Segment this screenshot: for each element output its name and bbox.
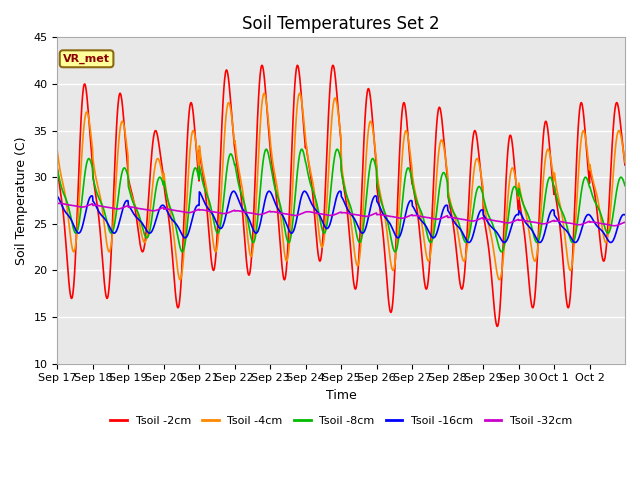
Tsoil -2cm	[493, 324, 501, 329]
Line: Tsoil -2cm: Tsoil -2cm	[58, 65, 625, 326]
Tsoil -8cm	[498, 249, 506, 255]
Tsoil -8cm	[559, 210, 566, 216]
Tsoil -32cm	[476, 216, 483, 222]
Line: Tsoil -16cm: Tsoil -16cm	[58, 191, 625, 242]
Tsoil -2cm	[142, 228, 150, 234]
Tsoil -32cm	[54, 201, 61, 206]
Tsoil -2cm	[614, 105, 622, 110]
Tsoil -16cm	[316, 212, 323, 218]
Tsoil -8cm	[621, 183, 629, 189]
Tsoil -32cm	[611, 223, 618, 228]
Tsoil -16cm	[142, 227, 150, 233]
Tsoil -16cm	[614, 222, 622, 228]
Tsoil -4cm	[614, 128, 622, 134]
Tsoil -2cm	[316, 258, 323, 264]
Tsoil -2cm	[476, 156, 483, 162]
Tsoil -2cm	[329, 62, 337, 68]
Tsoil -4cm	[621, 159, 629, 165]
Line: Tsoil -8cm: Tsoil -8cm	[58, 149, 625, 252]
Legend: Tsoil -2cm, Tsoil -4cm, Tsoil -8cm, Tsoil -16cm, Tsoil -32cm: Tsoil -2cm, Tsoil -4cm, Tsoil -8cm, Tsoi…	[106, 412, 577, 431]
Tsoil -32cm	[559, 219, 566, 225]
Tsoil -2cm	[326, 81, 334, 86]
Line: Tsoil -4cm: Tsoil -4cm	[58, 93, 625, 280]
Tsoil -32cm	[316, 211, 324, 216]
Text: VR_met: VR_met	[63, 54, 110, 64]
Tsoil -32cm	[327, 213, 335, 218]
Tsoil -8cm	[476, 184, 483, 190]
Tsoil -32cm	[614, 222, 622, 228]
Tsoil -2cm	[621, 162, 629, 168]
Tsoil -2cm	[54, 166, 61, 171]
Tsoil -4cm	[559, 217, 566, 223]
Tsoil -16cm	[54, 193, 61, 199]
Tsoil -4cm	[316, 239, 324, 245]
Tsoil -8cm	[327, 189, 335, 194]
Title: Soil Temperatures Set 2: Soil Temperatures Set 2	[243, 15, 440, 33]
Tsoil -4cm	[296, 90, 303, 96]
Tsoil -16cm	[559, 225, 566, 230]
Tsoil -16cm	[336, 188, 344, 194]
Tsoil -4cm	[54, 149, 61, 155]
Tsoil -8cm	[142, 235, 150, 240]
Tsoil -16cm	[621, 212, 629, 218]
Tsoil -16cm	[326, 220, 334, 226]
Tsoil -4cm	[142, 237, 150, 243]
Tsoil -8cm	[614, 180, 622, 185]
Tsoil -8cm	[54, 167, 61, 173]
Y-axis label: Soil Temperature (C): Soil Temperature (C)	[15, 136, 28, 265]
Tsoil -8cm	[262, 146, 270, 152]
Line: Tsoil -32cm: Tsoil -32cm	[58, 204, 625, 226]
Tsoil -4cm	[476, 164, 484, 169]
Tsoil -4cm	[327, 127, 335, 132]
Tsoil -16cm	[476, 209, 484, 215]
Tsoil -32cm	[621, 219, 629, 225]
Tsoil -8cm	[316, 216, 324, 222]
Tsoil -32cm	[56, 201, 63, 206]
Tsoil -16cm	[465, 240, 473, 245]
Tsoil -2cm	[559, 256, 566, 262]
Tsoil -4cm	[177, 277, 184, 283]
Tsoil -32cm	[143, 207, 150, 213]
X-axis label: Time: Time	[326, 389, 356, 402]
